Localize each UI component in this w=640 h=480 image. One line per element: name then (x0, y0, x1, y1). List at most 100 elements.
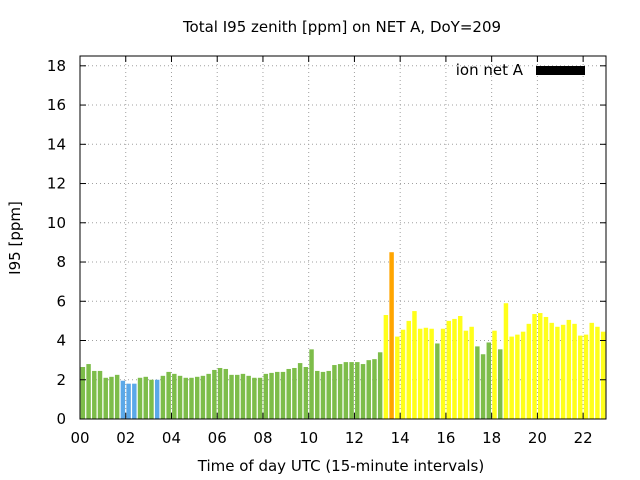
bar (515, 334, 520, 419)
bar (137, 377, 143, 419)
bar (246, 375, 251, 419)
x-tick-label: 14 (391, 429, 410, 447)
bar (555, 326, 560, 419)
bar (492, 330, 497, 419)
bar (303, 367, 309, 419)
y-tick-label: 10 (47, 214, 66, 232)
bar (389, 252, 394, 419)
legend: ion net A (456, 61, 585, 79)
bar (578, 335, 583, 419)
bar (149, 379, 154, 419)
plot-frame (79, 55, 607, 420)
bar (417, 328, 423, 419)
x-tick-label: 04 (162, 429, 181, 447)
bar (572, 323, 577, 419)
x-tick-label: 08 (253, 429, 272, 447)
bar (252, 377, 257, 419)
y-tick-label: 0 (56, 410, 66, 428)
y-tick-labels: 0 2 4 6 8 10 12 14 16 18 (47, 57, 66, 428)
bar (309, 349, 314, 419)
bar (355, 362, 360, 419)
bar (349, 362, 354, 419)
bar (463, 330, 469, 419)
bar (457, 315, 463, 419)
bar (589, 322, 594, 419)
x-tick-label: 20 (528, 429, 547, 447)
y-tick-label: 6 (56, 292, 66, 310)
bar (509, 336, 514, 419)
y-tick-label: 18 (47, 57, 66, 75)
bar (503, 303, 509, 419)
axis-ticks (79, 56, 606, 420)
bar (240, 373, 246, 419)
x-tick-label: 06 (208, 429, 227, 447)
bar (109, 376, 114, 419)
bar (469, 326, 474, 419)
bar (583, 334, 589, 419)
bar (212, 369, 217, 419)
bar (360, 364, 366, 419)
y-tick-label: 2 (56, 371, 66, 389)
bar (229, 374, 234, 419)
bar (206, 373, 211, 419)
bar (377, 352, 383, 419)
bar (366, 360, 371, 419)
bar (372, 359, 377, 419)
bar (166, 371, 171, 419)
bar (532, 314, 537, 419)
bar (343, 362, 349, 419)
bar (257, 377, 263, 419)
bar (97, 370, 103, 419)
y-tick-label: 14 (47, 135, 66, 153)
bar (320, 371, 326, 419)
bar (498, 349, 503, 419)
y-tick-label: 4 (56, 332, 66, 350)
bar (292, 367, 297, 419)
bar (538, 313, 543, 419)
bar (560, 324, 566, 419)
bar (400, 329, 406, 419)
x-tick-label: 12 (345, 429, 364, 447)
bar (194, 376, 200, 419)
bar (223, 368, 229, 419)
bar (566, 319, 572, 419)
bar (395, 336, 400, 419)
bar (326, 370, 331, 419)
x-tick-label: 22 (574, 429, 593, 447)
bar (120, 380, 126, 419)
bars (80, 252, 606, 419)
bar (263, 373, 269, 419)
bar (315, 370, 320, 419)
bar (235, 374, 240, 419)
bar (423, 327, 429, 419)
x-tick-label: 18 (482, 429, 501, 447)
x-axis-label: Time of day UTC (15-minute intervals) (197, 457, 484, 475)
bar (475, 346, 480, 419)
bar (86, 364, 91, 419)
bar (80, 367, 86, 419)
bar (286, 368, 291, 419)
x-tick-label: 16 (436, 429, 455, 447)
y-axis-label: I95 [ppm] (6, 201, 24, 275)
bar (297, 363, 303, 419)
bar (103, 377, 108, 419)
bar (383, 315, 389, 419)
bar (217, 367, 223, 419)
y-tick-label: 16 (47, 96, 66, 114)
legend-swatch (536, 66, 585, 75)
bar (595, 326, 600, 419)
x-tick-labels: 00 02 04 06 08 10 12 14 16 18 20 22 (70, 429, 592, 447)
bar (189, 377, 194, 419)
legend-label: ion net A (456, 61, 524, 79)
grid-lines (80, 56, 606, 419)
y-tick-label: 8 (56, 253, 66, 271)
bar (446, 320, 451, 419)
bar (177, 375, 183, 419)
chart-title: Total I95 zenith [ppm] on NET A, DoY=209 (182, 18, 501, 36)
bar (435, 343, 440, 419)
x-tick-label: 10 (299, 429, 318, 447)
bar (126, 383, 131, 419)
x-tick-label: 00 (70, 429, 89, 447)
bar (172, 373, 177, 419)
bar (429, 328, 434, 419)
